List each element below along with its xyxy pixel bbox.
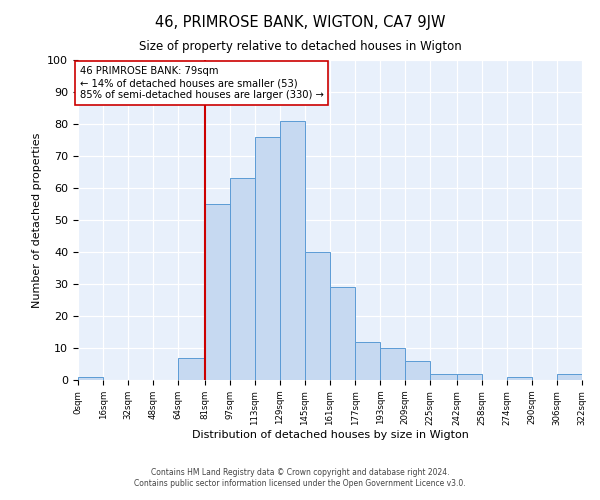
Bar [430, 374, 457, 380]
Bar [305, 252, 330, 380]
Bar [178, 358, 205, 380]
Bar [230, 178, 255, 380]
Bar [507, 377, 532, 380]
Bar [405, 361, 430, 380]
Bar [255, 137, 280, 380]
Bar [280, 121, 305, 380]
Y-axis label: Number of detached properties: Number of detached properties [32, 132, 42, 308]
Bar [355, 342, 380, 380]
X-axis label: Distribution of detached houses by size in Wigton: Distribution of detached houses by size … [191, 430, 469, 440]
Text: 46 PRIMROSE BANK: 79sqm
← 14% of detached houses are smaller (53)
85% of semi-de: 46 PRIMROSE BANK: 79sqm ← 14% of detache… [80, 66, 323, 100]
Text: 46, PRIMROSE BANK, WIGTON, CA7 9JW: 46, PRIMROSE BANK, WIGTON, CA7 9JW [155, 15, 445, 30]
Bar [330, 287, 355, 380]
Bar [205, 204, 230, 380]
Bar [380, 348, 405, 380]
Bar [78, 377, 103, 380]
Text: Size of property relative to detached houses in Wigton: Size of property relative to detached ho… [139, 40, 461, 53]
Text: Contains HM Land Registry data © Crown copyright and database right 2024.
Contai: Contains HM Land Registry data © Crown c… [134, 468, 466, 487]
Bar [457, 374, 482, 380]
Bar [557, 374, 582, 380]
